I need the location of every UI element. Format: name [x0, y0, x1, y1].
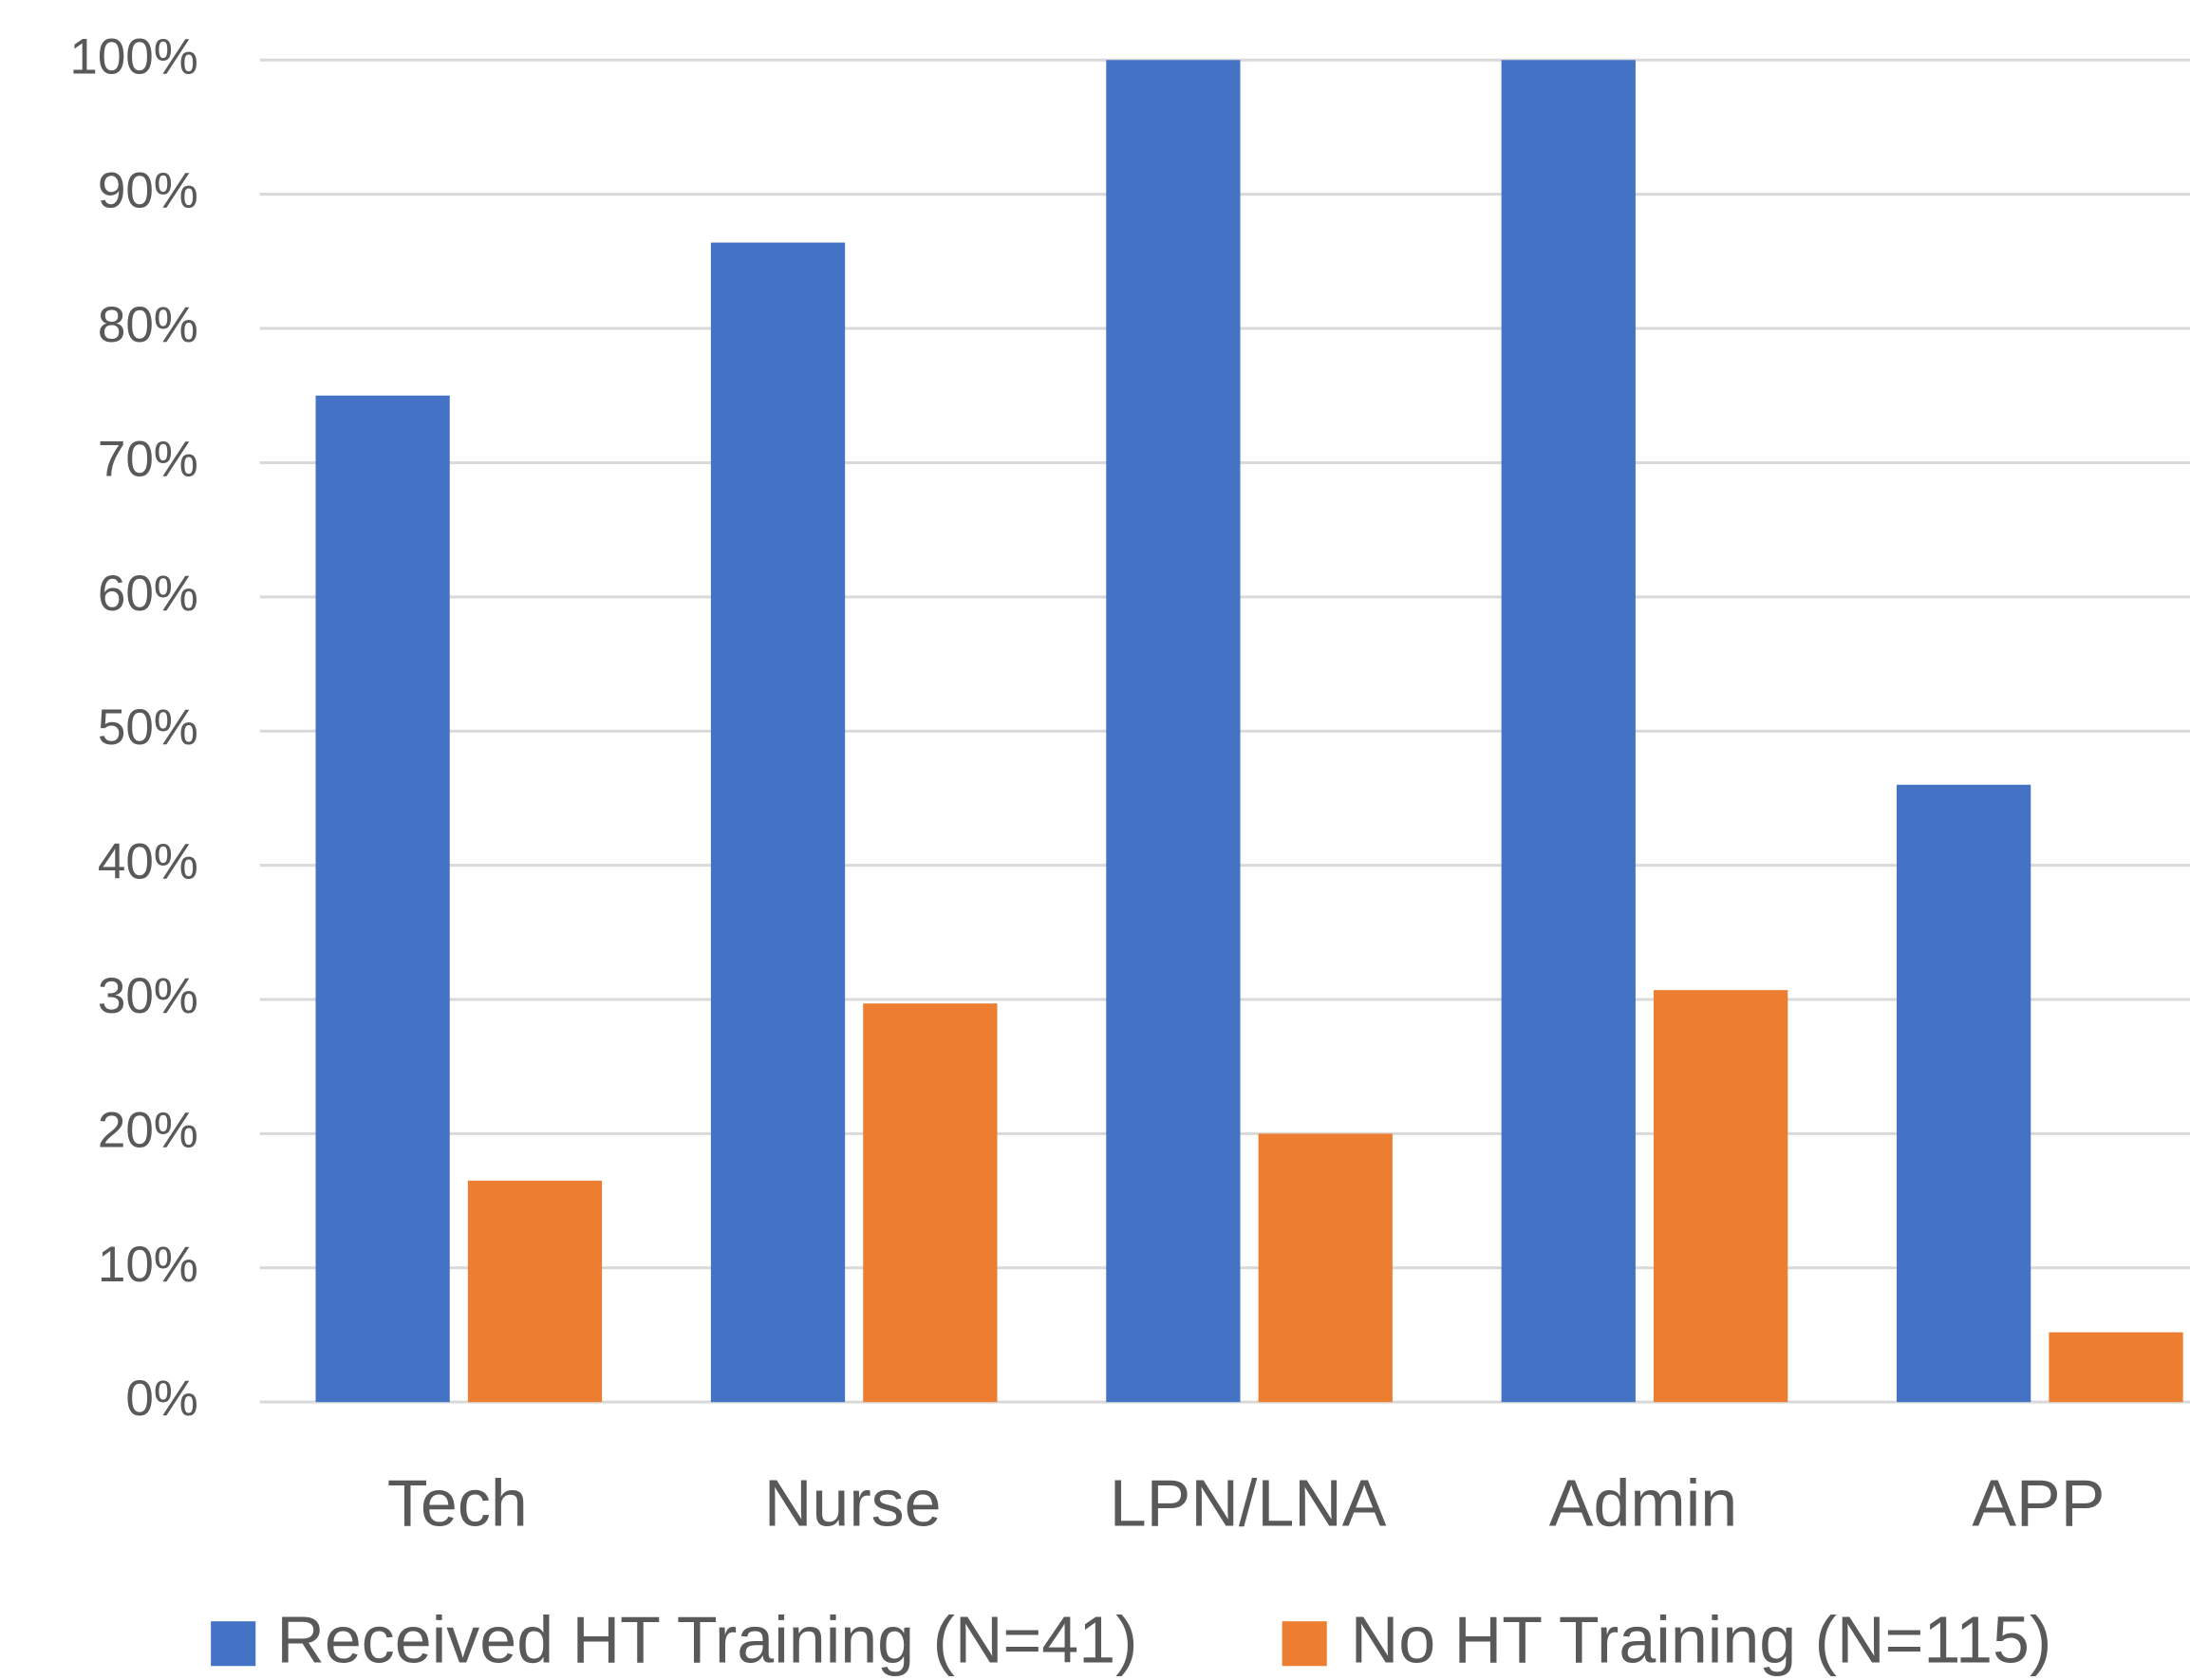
bar	[863, 1003, 998, 1403]
x-tick-label: Nurse	[764, 1465, 942, 1540]
bar	[1501, 60, 1636, 1403]
x-tick-label: APP	[1972, 1465, 2105, 1540]
y-tick-label: 60%	[98, 566, 198, 622]
bar	[1654, 990, 1788, 1403]
y-tick-label: 40%	[98, 834, 198, 890]
bar	[1897, 784, 2031, 1403]
bar	[1106, 60, 1241, 1403]
y-tick-label: 30%	[98, 968, 198, 1024]
legend-label: Received HT Training (N=41)	[276, 1603, 1137, 1677]
bar	[2049, 1332, 2183, 1403]
y-tick-label: 0%	[125, 1371, 198, 1427]
bar	[315, 395, 450, 1403]
x-tick-label: LPN/LNA	[1110, 1465, 1387, 1540]
legend-label: No HT Training (N=115)	[1351, 1603, 2052, 1677]
legend-swatch	[211, 1621, 256, 1667]
legend-swatch	[1282, 1621, 1327, 1667]
y-tick-label: 10%	[98, 1237, 198, 1293]
bar	[467, 1180, 603, 1403]
bar	[710, 242, 846, 1403]
bar	[1258, 1133, 1393, 1403]
y-tick-label: 90%	[98, 163, 198, 219]
y-tick-label: 70%	[98, 431, 198, 487]
y-tick-label: 50%	[98, 700, 198, 756]
y-tick-label: 100%	[69, 28, 198, 84]
y-tick-label: 80%	[98, 297, 198, 353]
x-tick-label: Tech	[387, 1465, 528, 1540]
y-tick-label: 20%	[98, 1102, 198, 1158]
x-tick-label: Admin	[1549, 1465, 1737, 1540]
